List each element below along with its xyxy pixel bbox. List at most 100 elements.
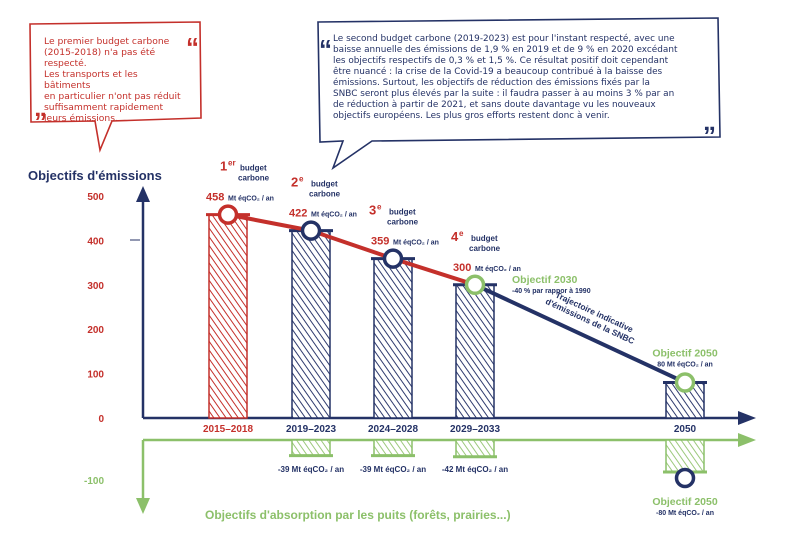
value-label-unit: Mt éqCO₂ / an bbox=[228, 196, 274, 203]
value-label-unit: Mt éqCO₂ / an bbox=[475, 266, 521, 273]
blue-bubble-line: SNBC seront plus élevés par la suite : i… bbox=[333, 89, 675, 99]
trajectory-marker bbox=[217, 204, 239, 225]
absorption-label: -39 Mt éqCO₂ / an bbox=[278, 465, 344, 474]
red-bubble-text: Le premier budget carbone (2015-2018) n'… bbox=[44, 36, 186, 124]
trajectory-marker bbox=[674, 372, 696, 393]
objective-2050-title: Objectif 2050 bbox=[652, 347, 718, 359]
absorption-label: -39 Mt éqCO₂ / an bbox=[360, 465, 426, 474]
budget-label-line: carbone bbox=[238, 174, 270, 183]
y-axis-emissions bbox=[136, 186, 150, 418]
blue-bubble-line: émissions. Surtout, les objectifs de réd… bbox=[333, 78, 650, 88]
red-bubble-line: (2015-2018) n'a pas été respecté. bbox=[44, 47, 156, 69]
y-tick-label: 500 bbox=[87, 192, 104, 203]
y-tick-label: 100 bbox=[87, 370, 104, 381]
budget-label-sup: e bbox=[299, 175, 304, 184]
blue-bubble-quote-open: “ bbox=[319, 34, 332, 64]
y-ticks: 500 400 300 200 100 0 -100 bbox=[84, 192, 104, 487]
emission-bar bbox=[208, 213, 248, 419]
category-labels: 2015–2018 2019–2023 2024–2028 2029–2033 2050 bbox=[203, 424, 697, 435]
emission-bar bbox=[291, 229, 331, 419]
bars bbox=[206, 213, 707, 474]
value-label-unit: Mt éqCO₂ / an bbox=[311, 212, 357, 219]
budget-label-sup: e bbox=[459, 229, 464, 238]
objective-2050-absorption-text: -80 Mt éqCO₂ / an bbox=[656, 510, 714, 517]
absorption-bar bbox=[455, 439, 495, 458]
blue-bubble-line: objectifs européens. Les plus gros effor… bbox=[333, 111, 610, 121]
value-label: 300 Mt éqCO₂ / an bbox=[453, 262, 521, 274]
value-label-number: 300 bbox=[453, 262, 471, 274]
absorption-bar bbox=[291, 439, 331, 457]
red-bubble-quote-open: “ bbox=[186, 32, 199, 62]
red-bubble-quote-close: „ bbox=[34, 92, 47, 122]
y-tick-label: 200 bbox=[87, 325, 104, 336]
budget-label-number: 2 bbox=[291, 175, 298, 190]
budget-label-line: budget bbox=[389, 208, 416, 217]
emission-bar bbox=[373, 257, 413, 419]
blue-bubble-line: Le second budget carbone (2019-2023) est… bbox=[333, 34, 675, 44]
budget-label-sup: e bbox=[377, 203, 382, 212]
red-bubble-line: suffisamment rapidement bbox=[44, 102, 164, 113]
budget-label-number: 3 bbox=[369, 203, 376, 218]
absorption-objective-marker bbox=[674, 467, 696, 489]
chart-title: Objectifs d'émissions bbox=[28, 168, 162, 183]
blue-bubble-line: de réduction à partir de 2021, et sans d… bbox=[333, 100, 656, 110]
objective-2030-text: -40 % par rappor à 1990 bbox=[512, 288, 591, 295]
objective-2030-title: Objectif 2030 bbox=[512, 274, 578, 286]
category-label: 2024–2028 bbox=[368, 424, 418, 435]
y-tick-label: 400 bbox=[87, 236, 104, 247]
objective-2050-absorption-title: Objectif 2050 bbox=[652, 496, 718, 508]
trajectory-segment bbox=[227, 212, 312, 233]
absorption-label: -42 Mt éqCO₂ / an bbox=[442, 465, 508, 474]
absorption-bar bbox=[373, 439, 413, 457]
budget-label-line: carbone bbox=[387, 218, 419, 227]
red-bubble-outline bbox=[29, 21, 202, 153]
blue-bubble-text: Le second budget carbone (2019-2023) est… bbox=[333, 34, 711, 122]
category-label: 2015–2018 bbox=[203, 424, 253, 435]
y-tick-label: 0 bbox=[98, 414, 104, 425]
category-label: 2050 bbox=[674, 424, 697, 435]
trajectory-marker bbox=[464, 274, 486, 296]
blue-bubble-quote-close: „ bbox=[703, 106, 716, 136]
absorption-bar bbox=[665, 439, 705, 473]
budget-label-line: budget bbox=[240, 164, 267, 173]
red-bubble-line: en particulier n'ont pas réduit bbox=[44, 91, 181, 102]
value-label-number: 359 bbox=[371, 236, 389, 248]
objective-2050-text: 80 Mt éqCO₂ / an bbox=[657, 361, 713, 368]
x-axis-absorption bbox=[143, 433, 756, 447]
red-bubble-line: Le premier budget carbone bbox=[44, 36, 170, 47]
budget-label-sup: er bbox=[228, 159, 236, 168]
budget-label-line: budget bbox=[471, 234, 498, 243]
value-label-unit: Mt éqCO₂ / an bbox=[393, 240, 439, 247]
blue-bubble-line: être nuancé : la crise de la Covid-19 a … bbox=[333, 67, 663, 77]
budget-label-line: carbone bbox=[309, 190, 341, 199]
emission-bar bbox=[455, 284, 495, 419]
trajectory-segment bbox=[474, 282, 686, 385]
y-tick-label: -100 bbox=[84, 476, 104, 487]
value-label: 458 Mt éqCO₂ / an bbox=[206, 192, 274, 204]
blue-bubble-outline bbox=[317, 17, 721, 171]
trajectory-marker bbox=[382, 248, 404, 269]
value-label: 359 Mt éqCO₂ / an bbox=[371, 236, 439, 248]
value-label-number: 422 bbox=[289, 208, 307, 220]
y-tick-label: 300 bbox=[87, 281, 104, 292]
value-label-number: 458 bbox=[206, 192, 224, 204]
category-label: 2019–2023 bbox=[286, 424, 336, 435]
value-label: 422 Mt éqCO₂ / an bbox=[289, 208, 357, 220]
y-axis-absorption bbox=[136, 440, 150, 514]
budget-label-line: carbone bbox=[469, 244, 501, 253]
category-label: 2029–2033 bbox=[450, 424, 500, 435]
blue-bubble-line: les objectifs respectifs de 0,3 % et 1,5… bbox=[333, 56, 669, 66]
absorption-title: Objectifs d'absorption par les puits (fo… bbox=[205, 508, 511, 522]
budget-label-line: budget bbox=[311, 180, 338, 189]
budget-label-number: 1 bbox=[220, 159, 227, 174]
red-bubble-line: Les transports et les bâtiments bbox=[44, 69, 138, 91]
red-bubble-line: leurs émissions. bbox=[44, 113, 118, 124]
blue-bubble-line: baisse annuelle des émissions de 1,9 % e… bbox=[333, 45, 678, 55]
trajectory-marker bbox=[300, 220, 322, 241]
